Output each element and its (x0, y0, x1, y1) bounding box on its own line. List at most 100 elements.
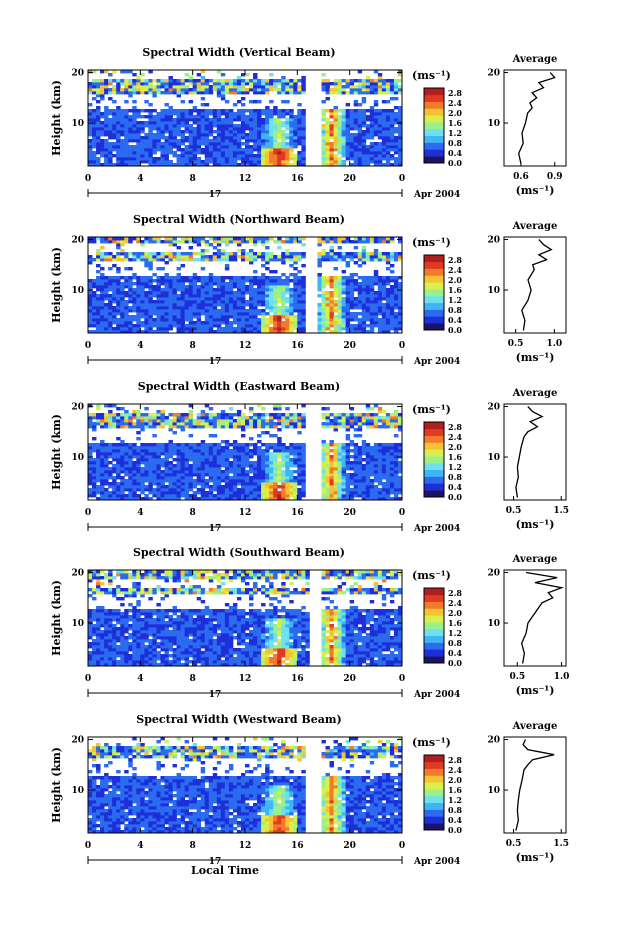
heatmap-cell (200, 497, 206, 501)
heatmap-cell (240, 151, 246, 155)
heatmap-cell (208, 324, 214, 328)
heatmap-cell (353, 303, 359, 307)
heatmap-cell (160, 482, 165, 486)
heatmap-cell (220, 318, 226, 322)
heatmap-cell (285, 82, 290, 86)
heatmap-cell (269, 258, 274, 262)
heatmap-cell (301, 309, 306, 313)
heatmap-cell (172, 285, 177, 289)
heatmap-cell (196, 467, 202, 471)
heatmap-cell (180, 455, 186, 459)
heatmap-cell (192, 121, 198, 125)
heatmap-cell (297, 127, 302, 131)
heatmap-cell (132, 306, 137, 310)
heatmap-cell (108, 309, 113, 313)
heatmap-cell (88, 240, 93, 244)
heatmap-cell (373, 255, 379, 259)
heatmap-cell (281, 261, 286, 265)
heatmap-cell (184, 160, 190, 164)
heatmap-cell (136, 303, 141, 307)
heatmap-cell (361, 157, 367, 161)
heatmap-cell (116, 115, 121, 119)
heatmap-cell (297, 288, 302, 292)
heatmap-cell (389, 321, 395, 325)
heatmap-cell (232, 485, 238, 489)
heatmap-cell (265, 327, 270, 331)
heatmap-cell (232, 327, 238, 331)
heatmap-cell (253, 288, 258, 292)
heatmap-cell (261, 425, 266, 429)
heatmap-cell (200, 115, 206, 119)
heatmap-cell (249, 324, 254, 328)
heatmap-cell (369, 91, 375, 95)
heatmap-cell (297, 488, 302, 492)
heatmap-cell (224, 127, 230, 131)
heatmap-cell (176, 464, 181, 468)
heatmap-cell (277, 491, 282, 495)
heatmap-cell (273, 291, 278, 295)
heatmap-cell (281, 491, 286, 495)
heatmap-cell (273, 470, 278, 474)
heatmap-cell (140, 306, 145, 310)
heatmap-cell (132, 476, 137, 480)
heatmap-cell (196, 303, 202, 307)
heatmap-cell (112, 148, 117, 152)
heatmap-cell (349, 157, 355, 161)
heatmap-cell (168, 136, 173, 140)
heatmap-cell (349, 145, 355, 149)
heatmap-cell (108, 252, 113, 256)
heatmap-cell (253, 133, 258, 137)
heatmap-cell (245, 416, 250, 420)
heatmap-cell (160, 115, 165, 119)
heatmap-cell (377, 133, 383, 137)
heatmap-cell (289, 258, 294, 262)
heatmap-cell (200, 124, 206, 128)
heatmap-cell (232, 303, 238, 307)
heatmap-cell (200, 237, 206, 241)
heatmap-cell (257, 470, 262, 474)
heatmap-cell (389, 130, 395, 134)
heatmap-cell (321, 112, 326, 116)
heatmap-cell (253, 485, 258, 489)
heatmap-cell (373, 148, 379, 152)
heatmap-cell (228, 303, 234, 307)
heatmap-cell (301, 297, 306, 301)
heatmap-cell (261, 154, 266, 158)
heatmap-cell (357, 139, 363, 143)
colorbar-swatch (424, 122, 444, 130)
heatmap-cell (140, 321, 145, 325)
heatmap-cell (240, 112, 246, 116)
heatmap-cell (156, 291, 161, 295)
heatmap-cell (124, 240, 129, 244)
heatmap-cell (277, 133, 282, 137)
heatmap-cell (277, 315, 282, 319)
heatmap-cell (100, 315, 105, 319)
heatmap-cell (297, 130, 302, 134)
heatmap-cell (196, 464, 202, 468)
heatmap-cell (108, 267, 113, 271)
heatmap-cell (152, 476, 157, 480)
heatmap-cell (273, 434, 278, 438)
heatmap-cell (164, 416, 169, 420)
heatmap-cell (188, 145, 194, 149)
heatmap-cell (253, 270, 258, 274)
heatmap-cell (281, 330, 286, 334)
heatmap-cell (132, 91, 137, 95)
heatmap-cell (381, 321, 387, 325)
heatmap-cell (377, 112, 383, 116)
heatmap-cell (325, 145, 330, 149)
heatmap-cell (357, 154, 363, 158)
heatmap-cell (377, 291, 383, 295)
heatmap-cell (325, 118, 330, 122)
heatmap-cell (168, 476, 173, 480)
heatmap-cell (224, 297, 230, 301)
heatmap-cell (325, 121, 330, 125)
heatmap-cell (228, 142, 234, 146)
heatmap-cell (208, 145, 214, 149)
heatmap-cell (200, 91, 206, 95)
heatmap-cell (236, 109, 242, 113)
heatmap-cell (289, 133, 294, 137)
heatmap-cell (176, 258, 181, 262)
heatmap-cell (301, 443, 306, 447)
heatmap-cell (257, 485, 262, 489)
